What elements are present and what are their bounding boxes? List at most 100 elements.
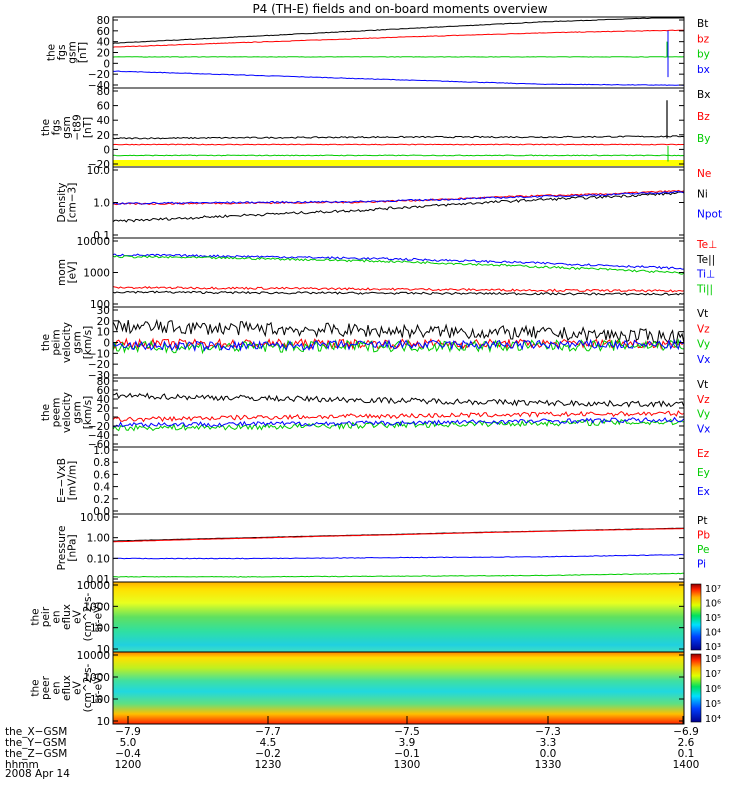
colorbar-tick-label: 10⁴ — [705, 628, 721, 639]
spectrogram-area — [113, 582, 684, 652]
y-tick-label: 0 — [103, 144, 110, 156]
legend-label: by — [697, 49, 710, 61]
y-axis-label: [mV/m] — [66, 461, 78, 500]
series-line-pb — [113, 529, 684, 542]
colorbar-tick-label: 10⁵ — [705, 613, 721, 624]
y-tick-label: 1.0 — [93, 445, 110, 457]
series-line-vt — [113, 320, 684, 343]
panel-9: 10⁷10⁶10⁵10⁴10³10000100010010thepeirenef… — [30, 580, 722, 656]
legend-label: Npot — [697, 209, 722, 221]
legend-label: Ti⊥ — [696, 269, 715, 281]
series-line-bx — [113, 71, 684, 85]
colorbar-tick-label: 10⁶ — [705, 684, 721, 695]
legend-label: Vt — [697, 379, 708, 391]
legend-label: Ni — [697, 188, 708, 200]
colorbar-tick-label: 10⁶ — [705, 599, 721, 610]
y-tick-label: 10000 — [77, 580, 110, 592]
y-tick-label: 10.00 — [80, 512, 110, 524]
colorbar-tick-label: 10⁴ — [705, 714, 721, 725]
legend-label: Pb — [697, 530, 710, 542]
series-line-te — [113, 291, 684, 295]
series-line-pi — [113, 555, 684, 559]
legend-label: Pt — [697, 515, 707, 527]
legend-label: Ey — [697, 467, 710, 479]
y-tick-label: 0.2 — [93, 494, 110, 506]
colorbar-tick-label: 10⁵ — [705, 699, 721, 710]
y-axis-label: [nT] — [77, 42, 89, 63]
legend-label: Bx — [697, 89, 710, 101]
legend-label: Vx — [697, 354, 710, 366]
y-axis-label: [km/s] — [82, 396, 94, 430]
legend-label: Te|| — [696, 254, 715, 266]
series-line-vt — [113, 393, 684, 407]
y-axis-label: [nT] — [82, 117, 94, 138]
x-axis-tick-value: 1400 — [673, 759, 700, 771]
colorbar — [691, 654, 701, 722]
x-axis-tick-value: 1330 — [535, 759, 562, 771]
panel-6: VtVzVyVx806040200−20−40−60thepeemvelocit… — [40, 376, 710, 451]
legend-label: Pe — [697, 544, 709, 556]
series-line-bz — [113, 144, 684, 145]
legend-label: Vt — [697, 308, 708, 320]
y-tick-label: 60 — [97, 101, 110, 113]
legend-label: Vz — [697, 323, 710, 335]
panel-frame — [113, 447, 684, 514]
y-tick-label: 1000 — [83, 268, 110, 280]
y-tick-label: 0.8 — [93, 457, 110, 469]
legend-label: Pi — [697, 559, 706, 571]
series-line-ni — [113, 192, 684, 222]
series-line-by — [113, 155, 684, 156]
y-tick-label: 10000 — [77, 650, 110, 662]
y-tick-label: 10 — [97, 716, 110, 728]
colorbar-tick-label: 10⁷ — [705, 669, 721, 680]
y-tick-label: 0.6 — [93, 469, 110, 481]
panel-frame — [113, 238, 684, 307]
series-line-bt — [113, 18, 684, 44]
legend-label: Te⊥ — [696, 239, 717, 251]
y-tick-label: 10.0 — [87, 165, 110, 177]
y-tick-label: 0.10 — [87, 553, 110, 565]
legend-label: Bz — [697, 111, 710, 123]
y-axis-label: [eV] — [66, 262, 78, 284]
legend-label: Vz — [697, 394, 710, 406]
colorbar-tick-label: 10³ — [705, 642, 721, 653]
y-tick-label: 20 — [97, 130, 110, 142]
panel-frame — [113, 378, 684, 447]
legend-label: Ex — [697, 486, 710, 498]
legend-label: Ti|| — [696, 283, 713, 295]
y-axis-label: sr-eV) — [93, 602, 105, 633]
x-axis-tick-value: 1200 — [115, 759, 142, 771]
y-tick-label: 80 — [97, 86, 110, 98]
legend-label: Ez — [697, 448, 710, 460]
spectrogram-area — [113, 652, 684, 724]
legend-label: Vx — [697, 423, 710, 435]
panel-10: 10⁸10⁷10⁶10⁵10⁴10000100010010thepeerenef… — [30, 650, 722, 728]
legend-label: Ne — [697, 168, 711, 180]
y-axis-label: [nPa] — [66, 534, 78, 561]
legend-label: bx — [697, 64, 710, 76]
x-axis-tick-value: 1300 — [394, 759, 421, 771]
colorbar-tick-label: 10⁸ — [705, 654, 721, 665]
figure-title: P4 (TH-E) fields and on-board moments ov… — [252, 2, 547, 16]
panel-frame — [113, 514, 684, 582]
legend-label: Vy — [697, 409, 710, 421]
series-line-te — [113, 287, 684, 292]
legend-label: By — [697, 133, 710, 145]
panel-frame — [113, 17, 684, 88]
y-tick-label: 40 — [97, 115, 110, 127]
colorbar-tick-label: 10⁷ — [705, 584, 721, 595]
x-axis-tick-value: 1230 — [255, 759, 282, 771]
panels: Btbzbybx806040200−20−40thefgsgsm[nT]BxBz… — [30, 15, 723, 728]
date-label: 2008 Apr 14 — [5, 768, 70, 780]
panel-5: VtVzVyVx3020100−10−20−30thepeimvelocityg… — [40, 305, 710, 382]
y-tick-label: 1.0 — [93, 198, 110, 210]
y-tick-label: 0.4 — [93, 482, 110, 494]
y-tick-label: 1.00 — [87, 533, 110, 545]
